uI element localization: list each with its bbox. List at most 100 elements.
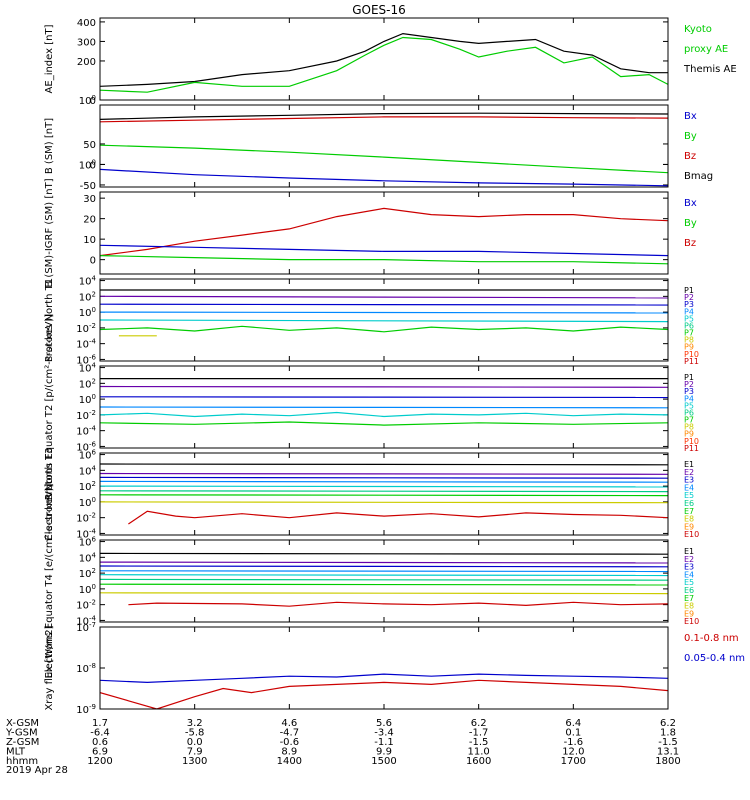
panel-frame: [99, 365, 669, 449]
y-axis-label: Electrons North T3: [44, 447, 55, 540]
y-tick-label: 102: [79, 480, 96, 493]
series-line-e6: [100, 578, 668, 581]
legend-entry: E10: [684, 617, 699, 626]
series-line-bmag: [100, 112, 668, 120]
series-line-p6: [100, 325, 668, 333]
legend-entry: By: [684, 131, 697, 142]
legend-entry: E1: [684, 547, 694, 556]
y-tick-label: 100: [79, 158, 96, 171]
orbit-row-value: -4.7: [280, 728, 300, 739]
orbit-row-value: -1.1: [374, 737, 394, 748]
legend-entry: E8: [684, 515, 694, 524]
y-tick-label: 104: [79, 464, 97, 477]
y-tick-label: 104: [79, 551, 97, 564]
y-tick-label: 30: [83, 194, 96, 205]
orbit-row-value: 6.2: [660, 718, 676, 729]
legend-entry: E9: [684, 609, 694, 618]
legend-entry: E7: [684, 594, 694, 603]
legend-entry: Bx: [684, 111, 697, 122]
y-tick-label: 0: [90, 160, 96, 171]
y-tick-label: 0: [90, 96, 96, 107]
legend-entry: P1: [684, 286, 694, 295]
y-axis-label: Xray flux [W/m2]: [44, 625, 55, 710]
series-line-p4: [100, 406, 668, 409]
y-tick-label: 106: [79, 536, 97, 549]
orbit-row-value: 0.6: [92, 737, 108, 748]
legend-entry: E3: [684, 563, 694, 572]
orbit-row-value: 12.0: [562, 747, 584, 758]
orbit-row-value: 6.9: [92, 747, 108, 758]
orbit-row-value: 11.0: [468, 747, 490, 758]
legend-entry: E9: [684, 522, 694, 531]
series-line-e7: [100, 494, 668, 497]
legend-entry: E10: [684, 530, 699, 539]
orbit-row-value: 1400: [277, 756, 302, 767]
legend-entry: P5: [684, 314, 694, 323]
series-line-themis-ae: [100, 32, 668, 87]
legend-entry: P6: [684, 408, 694, 417]
orbit-row-value: 7.9: [187, 747, 203, 758]
legend-entry: P10: [684, 350, 699, 359]
panel-e_north: 10-4 10-2 100 102 104 106 Electrons North T3 E1…: [44, 447, 699, 540]
y-tick-label: 50: [83, 140, 96, 151]
date-label: 2019 Apr 28: [6, 765, 68, 776]
series-line-p5: [100, 411, 668, 418]
legend-entry: 0.1-0.8 nm: [684, 633, 739, 644]
series-line-bz: [100, 207, 668, 257]
y-tick-label: 10-2: [76, 512, 96, 525]
orbit-row-label: Y-GSM: [5, 728, 38, 739]
y-axis-label: Electrons Equator T4 [e/(cm²-s-sr-keV)]: [44, 483, 55, 678]
y-tick-label: 10-4: [76, 527, 96, 540]
series-line-e10: [128, 510, 668, 525]
panel-frame: [99, 191, 669, 275]
y-tick-label: 10: [83, 235, 96, 246]
legend-entry: P10: [684, 437, 699, 446]
orbit-row-value: -1.6: [564, 737, 584, 748]
legend-entry: By: [684, 218, 697, 229]
y-tick-label: 0: [90, 256, 96, 267]
panel-frame: [99, 452, 669, 536]
y-tick-label: 20: [83, 215, 96, 226]
y-tick-label: 106: [79, 449, 97, 462]
legend-entry: P2: [684, 293, 694, 302]
series-line-e7: [100, 583, 668, 586]
y-axis-label: Protons Equator T2 [p/(cm²-s-sr-keV)]: [44, 314, 55, 501]
series-line-bx: [100, 244, 668, 257]
legend-entry: E4: [684, 483, 694, 492]
legend-entry: E6: [684, 499, 694, 508]
orbit-row-value: 4.6: [281, 718, 297, 729]
orbit-row-value: 1500: [371, 756, 396, 767]
orbit-row-value: -1.7: [469, 728, 489, 739]
series-line-p4: [100, 311, 668, 314]
panel-e_equator: 10-4 10-2 100 102 104 106 Electrons Equator T4…: [44, 483, 699, 678]
legend-entry: 0.05-0.4 nm: [684, 653, 745, 664]
series-line-e10: [128, 601, 668, 607]
series-line-e6: [100, 490, 668, 493]
orbit-row-value: 0.0: [187, 737, 203, 748]
legend-entry: Bmag: [684, 171, 713, 182]
y-tick-label: 10-2: [76, 599, 96, 612]
legend-entry: P7: [684, 416, 694, 425]
legend-entry: P6: [684, 321, 694, 330]
panel-frame: [99, 626, 669, 710]
series-line-e1: [100, 552, 668, 555]
legend-entry: Bx: [684, 198, 697, 209]
orbit-row-label: Z-GSM: [6, 737, 39, 748]
orbit-row-value: 1.8: [660, 728, 676, 739]
orbit-row-value: 1200: [87, 756, 112, 767]
orbit-row-value: 6.2: [471, 718, 487, 729]
legend-entry: P11: [684, 444, 699, 453]
legend-entry: E1: [684, 460, 694, 469]
orbit-row-label: MLT: [6, 747, 26, 758]
y-axis-label: Protons North T1: [44, 278, 55, 362]
legend-entry: P5: [684, 401, 694, 410]
panel-xray: 10-9 10-8 10-7 Xray flux [W/m2] 0.1-0.8 nm 0.…: [44, 621, 745, 716]
y-tick-label: 10-2: [76, 322, 96, 335]
orbit-row-value: 5.6: [376, 718, 392, 729]
legend-entry: Themis AE: [683, 64, 737, 75]
series-line-bz: [100, 116, 668, 123]
series-line-e5: [100, 485, 668, 488]
series-line-kyoto-proxy-ae: [100, 36, 668, 93]
series-line-e8: [100, 592, 668, 595]
